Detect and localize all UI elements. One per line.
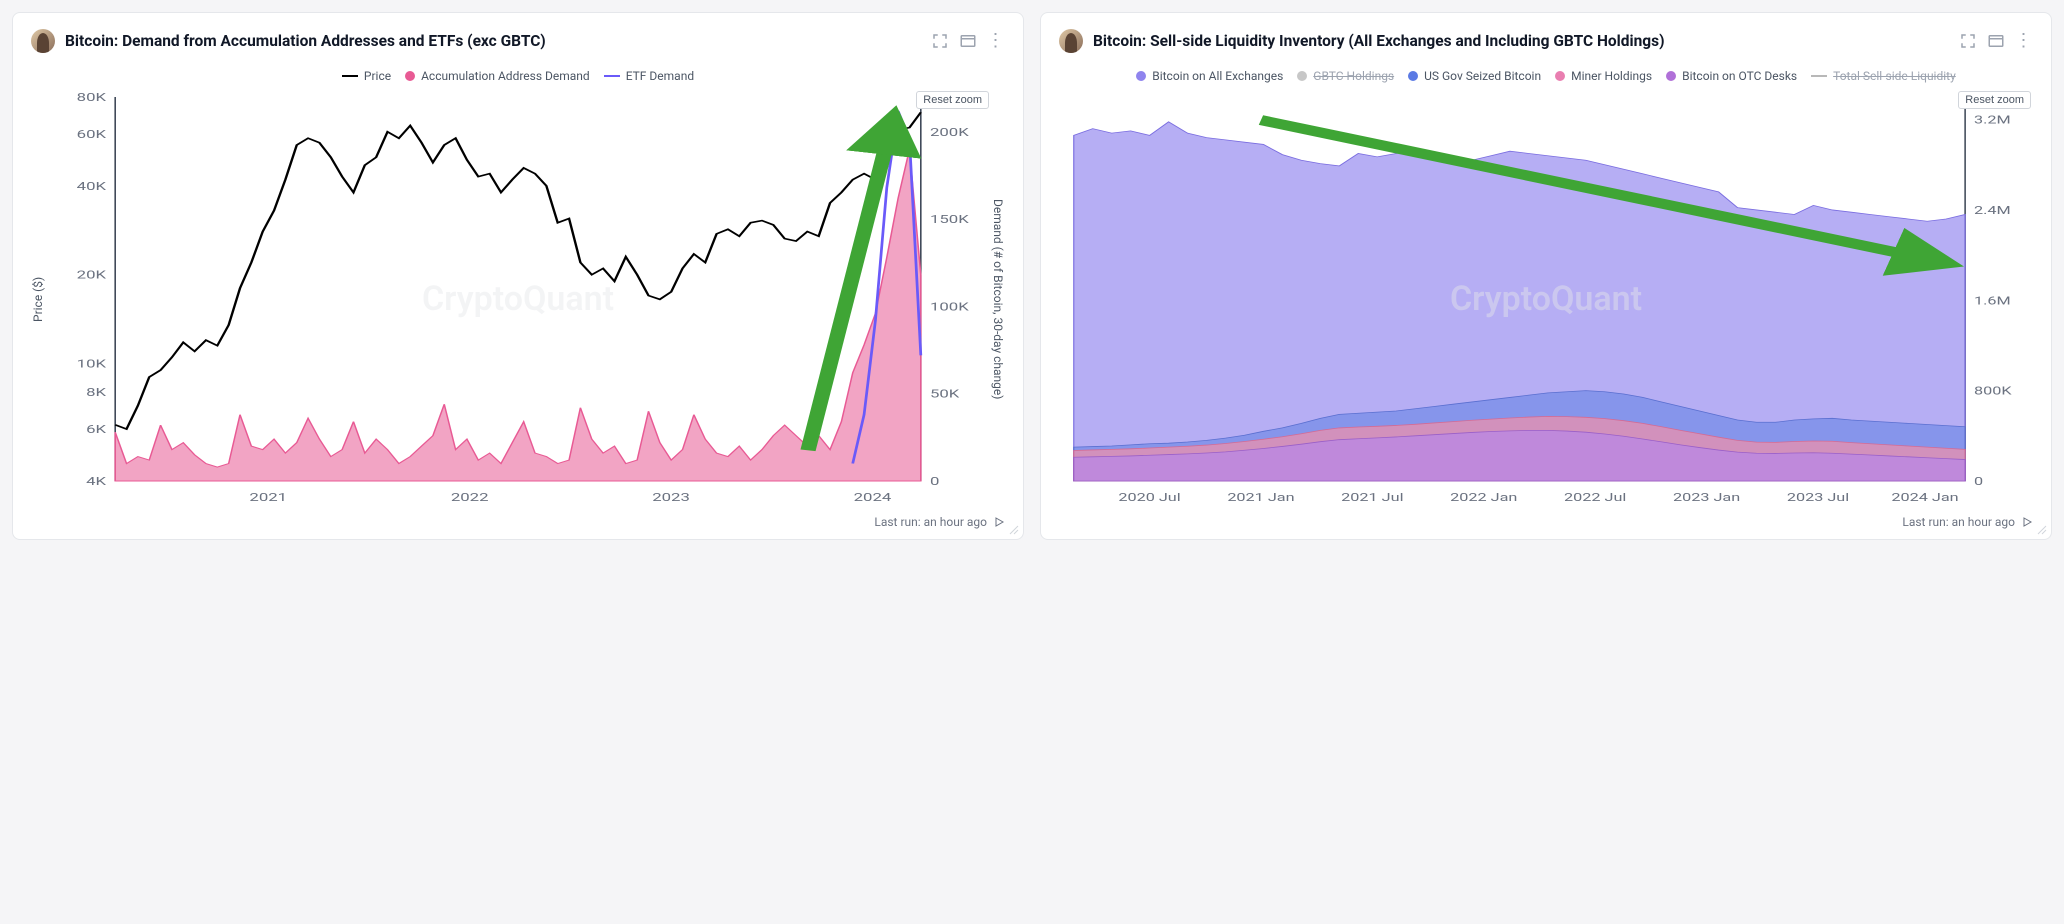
- chart-legend: Price Accumulation Address Demand ETF Dema…: [31, 69, 1005, 83]
- last-run-text: Last run: an hour ago: [1902, 515, 2015, 529]
- svg-text:2022: 2022: [451, 492, 489, 504]
- resize-handle-icon[interactable]: [2035, 523, 2047, 535]
- legend-item-gov[interactable]: US Gov Seized Bitcoin: [1408, 69, 1541, 83]
- svg-text:2021 Jan: 2021 Jan: [1227, 491, 1294, 504]
- chart-plot-area[interactable]: Reset zoom CryptoQuant 0800K1.6M2.4M3.2M…: [1059, 89, 2033, 509]
- svg-text:3.2M: 3.2M: [1974, 114, 2011, 127]
- more-menu-icon[interactable]: ⋮: [987, 32, 1005, 50]
- svg-text:200K: 200K: [930, 127, 969, 139]
- svg-text:0: 0: [930, 476, 939, 488]
- legend-item-otc[interactable]: Bitcoin on OTC Desks: [1666, 69, 1797, 83]
- y-axis-right-label: Demand (# of Bitcoin, 30-day change): [991, 89, 1005, 509]
- svg-text:2020 Jul: 2020 Jul: [1118, 491, 1180, 504]
- panel-icon[interactable]: [1987, 32, 2005, 50]
- svg-text:2024 Jan: 2024 Jan: [1891, 491, 1958, 504]
- card-header: Bitcoin: Demand from Accumulation Addres…: [31, 29, 1005, 53]
- svg-text:800K: 800K: [1974, 385, 2012, 398]
- svg-text:40K: 40K: [77, 181, 106, 193]
- legend-item-etf[interactable]: ETF Demand: [604, 69, 694, 83]
- legend-item-accum[interactable]: Accumulation Address Demand: [405, 69, 590, 83]
- chart-title: Bitcoin: Sell-side Liquidity Inventory (…: [1093, 32, 1949, 50]
- svg-text:20K: 20K: [77, 269, 106, 281]
- author-avatar[interactable]: [31, 29, 55, 53]
- chart-title: Bitcoin: Demand from Accumulation Addres…: [65, 32, 921, 50]
- svg-text:50K: 50K: [930, 388, 959, 400]
- svg-text:2023 Jan: 2023 Jan: [1673, 491, 1740, 504]
- play-icon[interactable]: [993, 516, 1005, 528]
- reset-zoom-button[interactable]: Reset zoom: [1958, 91, 2031, 109]
- svg-text:150K: 150K: [930, 214, 969, 226]
- play-icon[interactable]: [2021, 516, 2033, 528]
- svg-text:0: 0: [1974, 475, 1983, 488]
- svg-text:2022 Jul: 2022 Jul: [1564, 491, 1626, 504]
- svg-text:10K: 10K: [77, 358, 106, 370]
- legend-item-miner[interactable]: Miner Holdings: [1555, 69, 1652, 83]
- svg-text:2021 Jul: 2021 Jul: [1341, 491, 1403, 504]
- svg-text:4K: 4K: [86, 476, 106, 488]
- svg-text:2024: 2024: [854, 492, 892, 504]
- last-run-text: Last run: an hour ago: [874, 515, 987, 529]
- resize-handle-icon[interactable]: [1007, 523, 1019, 535]
- chart-card-right: Bitcoin: Sell-side Liquidity Inventory (…: [1040, 12, 2052, 540]
- legend-item-total[interactable]: Total Sell-side Liquidity: [1811, 69, 1956, 83]
- author-avatar[interactable]: [1059, 29, 1083, 53]
- fullscreen-icon[interactable]: [931, 32, 949, 50]
- panel-icon[interactable]: [959, 32, 977, 50]
- card-footer: Last run: an hour ago: [31, 515, 1005, 529]
- y-axis-left-label: Price ($): [31, 89, 45, 509]
- svg-text:2023 Jul: 2023 Jul: [1787, 491, 1849, 504]
- reset-zoom-button[interactable]: Reset zoom: [916, 91, 989, 109]
- chart-card-left: Bitcoin: Demand from Accumulation Addres…: [12, 12, 1024, 540]
- svg-text:1.6M: 1.6M: [1974, 295, 2011, 308]
- svg-text:2.4M: 2.4M: [1974, 204, 2011, 217]
- card-header: Bitcoin: Sell-side Liquidity Inventory (…: [1059, 29, 2033, 53]
- legend-item-gbtc[interactable]: GBTC Holdings: [1297, 69, 1394, 83]
- legend-item-price[interactable]: Price: [342, 69, 391, 83]
- fullscreen-icon[interactable]: [1959, 32, 1977, 50]
- svg-text:2022 Jan: 2022 Jan: [1450, 491, 1517, 504]
- svg-text:2021: 2021: [249, 492, 287, 504]
- chart-plot-area[interactable]: Reset zoom CryptoQuant 4K6K8K10K20K40K60…: [45, 89, 991, 509]
- chart-legend: Bitcoin on All Exchanges GBTC Holdings US …: [1059, 69, 2033, 83]
- legend-item-exch[interactable]: Bitcoin on All Exchanges: [1136, 69, 1283, 83]
- svg-text:100K: 100K: [930, 301, 969, 313]
- svg-text:2023: 2023: [652, 492, 690, 504]
- more-menu-icon[interactable]: ⋮: [2015, 32, 2033, 50]
- svg-text:6K: 6K: [86, 424, 106, 436]
- svg-text:8K: 8K: [86, 387, 106, 399]
- svg-text:60K: 60K: [77, 129, 106, 141]
- card-footer: Last run: an hour ago: [1059, 515, 2033, 529]
- svg-text:80K: 80K: [77, 92, 106, 104]
